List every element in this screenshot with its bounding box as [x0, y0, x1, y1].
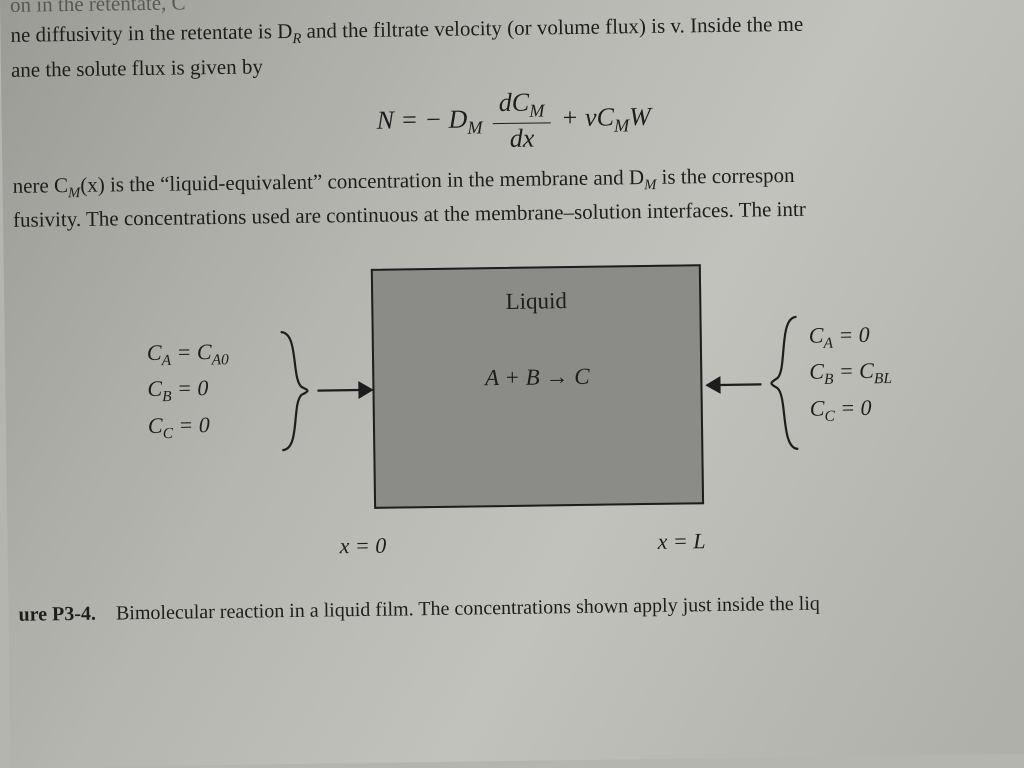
- eq-eq: =: [394, 105, 425, 134]
- bcL1b: = C: [171, 339, 212, 365]
- bcL3a: C: [148, 412, 163, 437]
- p1a: on in the retentate, C: [10, 0, 186, 17]
- eq-fraction: dCM dx: [493, 88, 551, 154]
- x-L-label: x = L: [657, 528, 705, 555]
- eq-frac-num-d: dC: [499, 88, 530, 117]
- arrow-left-icon: [315, 378, 373, 401]
- bcL3s: C: [163, 425, 174, 442]
- page: on in the retentate, C ne diffusivity in…: [0, 0, 1024, 768]
- bcR2b: = C: [833, 358, 874, 384]
- bcR3b: = 0: [835, 394, 872, 420]
- p2b: and the filtrate velocity (or volume flu…: [301, 12, 803, 43]
- bc-right-2: CB = CBL: [809, 354, 892, 392]
- eq-frac-den: dx: [493, 123, 551, 154]
- p2sub: R: [292, 31, 301, 47]
- bcL1s: A: [162, 352, 172, 369]
- bc-left-1: CA = CA0: [147, 334, 229, 372]
- eq-frac-num-sub: M: [529, 101, 544, 121]
- bc-right-3: CC = 0: [810, 390, 893, 428]
- p2a: ne diffusivity in the retentate is D: [10, 19, 292, 47]
- p4sub: M: [68, 185, 80, 201]
- liquid-label: Liquid: [373, 286, 699, 317]
- arrow-right-icon: [705, 373, 763, 396]
- bcL3b: = 0: [173, 412, 210, 438]
- bcR1s: A: [823, 334, 833, 351]
- bcR2s2: BL: [874, 370, 892, 387]
- p4sub2: M: [644, 177, 656, 193]
- eq-W: W: [629, 102, 651, 131]
- bcR2a: C: [809, 359, 824, 384]
- p4a: nere C: [12, 173, 68, 198]
- eq-vC-M: M: [614, 115, 629, 135]
- bc-right-1: CA = 0: [809, 317, 892, 355]
- bc-right: CA = 0 CB = CBL CC = 0: [809, 317, 893, 428]
- figure-caption: ure P3-4. Bimolecular reaction in a liqu…: [18, 589, 1022, 626]
- figure-p3-4: CA = CA0 CB = 0 CC = 0 Liquid A + B → C: [66, 242, 971, 595]
- bc-left-2: CB = 0: [147, 371, 229, 409]
- bc-left-3: CC = 0: [148, 407, 230, 445]
- reaction-label: A + B → C: [374, 362, 700, 393]
- bcR3s: C: [824, 407, 835, 424]
- bcR2s: B: [824, 371, 834, 388]
- p4c: is the correspon: [656, 162, 795, 188]
- bcL1s2: A0: [212, 351, 229, 368]
- eq-frac-num: dCM: [493, 88, 551, 124]
- eq-minus: −: [424, 105, 448, 134]
- bcR1a: C: [809, 322, 824, 347]
- brace-right-icon: [764, 312, 802, 452]
- caption-body: Bimolecular reaction in a liquid film. T…: [116, 592, 820, 624]
- equation: N = − DM dCM dx + vCMW: [376, 102, 651, 135]
- eq-lhs: N: [376, 105, 394, 134]
- p4b: (x) is the “liquid-equivalent” concentra…: [80, 165, 644, 197]
- p3: ane the solute flux is given by: [11, 54, 263, 82]
- bcL2a: C: [147, 376, 162, 401]
- equation-block: N = − DM dCM dx + vCMW: [11, 81, 1016, 160]
- eq-DM-M: M: [467, 117, 482, 137]
- bcR3a: C: [810, 395, 825, 420]
- eq-vC: vC: [585, 102, 614, 131]
- x-zero-label: x = 0: [339, 532, 386, 559]
- eq-plus: +: [554, 103, 585, 132]
- bcL2s: B: [162, 388, 172, 405]
- brace-left-icon: [277, 327, 315, 453]
- bcR1b: = 0: [833, 321, 870, 347]
- bcL2b: = 0: [171, 375, 208, 401]
- eq-DM-D: D: [448, 104, 467, 133]
- caption-lead: ure P3-4.: [18, 602, 96, 625]
- bcL1a: C: [147, 339, 162, 364]
- bc-left: CA = CA0 CB = 0 CC = 0: [147, 334, 230, 445]
- liquid-film-rect: Liquid A + B → C: [371, 264, 704, 509]
